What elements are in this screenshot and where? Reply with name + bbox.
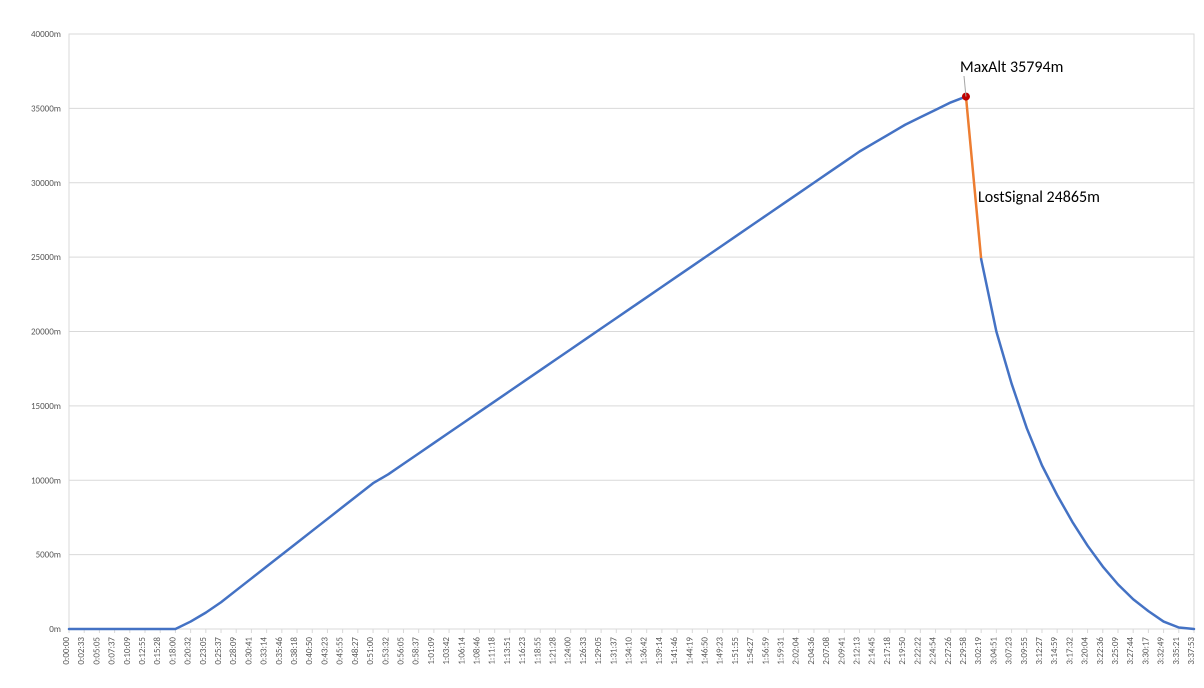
- x-tick-label: 2:14:45: [867, 637, 878, 665]
- x-tick-label: 3:02:19: [973, 637, 984, 665]
- x-tick-label: 3:37:53: [1186, 637, 1197, 665]
- x-tick-label: 0:20:32: [183, 637, 194, 665]
- x-tick-label: 1:46:50: [700, 637, 711, 665]
- x-tick-label: 0:10:09: [122, 637, 133, 665]
- x-tick-label: 2:07:08: [821, 637, 832, 665]
- x-tick-label: 0:33:14: [259, 637, 270, 665]
- x-tick-label: 2:19:50: [897, 637, 908, 665]
- y-tick-label: 10000m: [31, 475, 61, 486]
- x-tick-label: 1:39:14: [654, 637, 665, 665]
- x-tick-label: 1:06:14: [456, 637, 467, 665]
- x-tick-label: 2:29:58: [958, 637, 969, 665]
- y-tick-label: 20000m: [31, 327, 61, 338]
- x-tick-label: 2:22:22: [912, 637, 923, 665]
- x-tick-label: 0:45:55: [335, 637, 346, 665]
- y-tick-label: 25000m: [31, 252, 61, 263]
- x-tick-label: 0:48:27: [350, 637, 361, 665]
- x-tick-label: 1:13:51: [502, 637, 513, 665]
- x-tick-label: 0:00:00: [61, 637, 72, 665]
- x-tick-label: 0:18:00: [167, 637, 178, 665]
- x-tick-label: 3:07:23: [1004, 637, 1015, 665]
- x-tick-label: 1:16:23: [517, 637, 528, 665]
- x-tick-label: 3:12:27: [1034, 637, 1045, 665]
- x-tick-label: 0:15:28: [152, 637, 163, 665]
- x-tick-label: 0:38:18: [289, 637, 300, 665]
- x-tick-label: 2:27:26: [943, 637, 954, 665]
- x-tick-label: 1:56:59: [760, 637, 771, 665]
- x-tick-label: 1:49:23: [715, 637, 726, 665]
- x-tick-label: 2:12:13: [852, 637, 863, 665]
- x-tick-label: 1:03:42: [441, 637, 452, 665]
- x-tick-label: 2:17:18: [882, 637, 893, 665]
- x-tick-label: 3:30:17: [1140, 637, 1151, 665]
- x-tick-label: 2:02:04: [791, 637, 802, 665]
- x-tick-label: 3:25:09: [1110, 637, 1121, 665]
- x-tick-label: 0:23:05: [198, 637, 209, 665]
- annotation-maxalt: MaxAlt 35794m: [960, 58, 1063, 77]
- x-tick-label: 1:24:00: [563, 637, 574, 665]
- x-tick-label: 1:59:31: [776, 637, 787, 665]
- x-tick-label: 2:04:36: [806, 637, 817, 665]
- annotation-lostsignal: LostSignal 24865m: [978, 188, 1100, 207]
- x-tick-label: 1:36:42: [639, 637, 650, 665]
- x-tick-label: 0:28:09: [228, 637, 239, 665]
- x-tick-label: 1:54:27: [745, 637, 756, 665]
- x-tick-label: 3:20:04: [1080, 637, 1091, 665]
- y-tick-label: 35000m: [31, 103, 61, 114]
- x-tick-label: 1:31:37: [608, 637, 619, 665]
- x-tick-label: 0:56:05: [395, 637, 406, 665]
- x-tick-label: 3:32:49: [1156, 637, 1167, 665]
- x-tick-label: 3:27:44: [1125, 637, 1136, 665]
- x-tick-label: 2:09:41: [836, 637, 847, 665]
- x-tick-label: 0:05:05: [91, 637, 102, 665]
- x-tick-label: 0:53:32: [380, 637, 391, 665]
- x-tick-label: 1:08:46: [471, 637, 482, 665]
- x-tick-label: 0:30:41: [243, 637, 254, 665]
- x-tick-label: 1:34:10: [624, 637, 635, 665]
- x-tick-label: 3:35:21: [1171, 637, 1182, 665]
- x-tick-label: 1:11:18: [487, 637, 498, 665]
- x-tick-label: 3:22:36: [1095, 637, 1106, 665]
- x-tick-label: 3:09:55: [1019, 637, 1030, 665]
- x-tick-label: 0:40:50: [304, 637, 315, 665]
- x-tick-label: 3:14:59: [1049, 637, 1060, 665]
- x-tick-label: 0:25:37: [213, 637, 224, 665]
- y-tick-label: 0m: [49, 624, 61, 635]
- y-tick-label: 5000m: [36, 550, 61, 561]
- x-tick-label: 0:35:46: [274, 637, 285, 665]
- x-tick-label: 1:21:28: [547, 637, 558, 665]
- x-tick-label: 0:58:37: [411, 637, 422, 665]
- x-tick-label: 1:51:55: [730, 637, 741, 665]
- x-tick-label: 0:43:23: [319, 637, 330, 665]
- x-tick-label: 1:44:19: [684, 637, 695, 665]
- x-tick-label: 2:24:54: [928, 637, 939, 665]
- x-tick-label: 3:17:32: [1064, 637, 1075, 665]
- altitude-chart: Altitude 0m5000m10000m15000m20000m25000m…: [0, 0, 1204, 688]
- x-tick-label: 0:07:37: [107, 637, 118, 665]
- y-tick-label: 15000m: [31, 401, 61, 412]
- x-tick-label: 1:26:33: [578, 637, 589, 665]
- x-tick-label: 0:12:55: [137, 637, 148, 665]
- chart-plot-svg: 0m 5000m 10000m 15000m 20000m 25000m 30000m 350…: [0, 0, 1204, 688]
- y-tick-label: 30000m: [31, 178, 61, 189]
- x-tick-label: 1:18:55: [532, 637, 543, 665]
- x-tick-label: 1:01:09: [426, 637, 437, 665]
- x-tick-label: 0:51:00: [365, 637, 376, 665]
- y-tick-label: 40000m: [31, 29, 61, 40]
- x-tick-label: 1:29:05: [593, 637, 604, 665]
- x-tick-label: 1:41:46: [669, 637, 680, 665]
- x-tick-label: 3:04:51: [988, 637, 999, 665]
- x-tick-label: 0:02:33: [76, 637, 87, 665]
